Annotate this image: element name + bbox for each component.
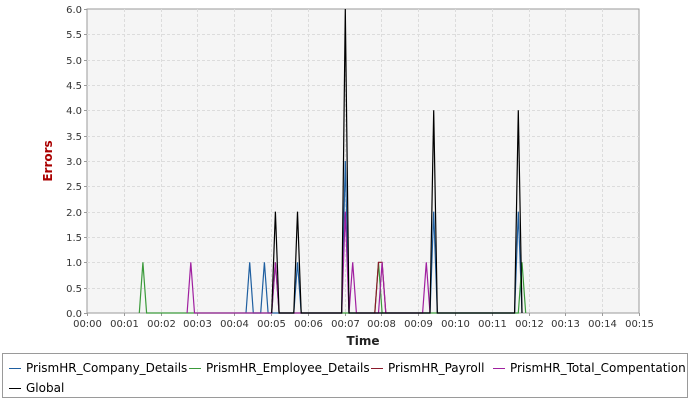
- y-tick-label: 0.0: [66, 309, 82, 320]
- x-axis-title: Time: [347, 334, 380, 348]
- x-tick-label: 00:09: [404, 319, 433, 330]
- x-tick-label: 00:06: [294, 319, 323, 330]
- y-tick-label: 6.0: [66, 5, 82, 16]
- x-tick-label: 00:07: [331, 319, 360, 330]
- x-tick-label: 00:11: [478, 319, 507, 330]
- legend-swatch-company-details: [9, 367, 21, 369]
- legend-label-company-details: PrismHR_Company_Details: [26, 361, 188, 375]
- y-tick-label: 5.5: [66, 30, 82, 41]
- y-tick-label: 4.0: [66, 106, 82, 117]
- legend-item-company-details: PrismHR_Company_Details: [9, 361, 187, 375]
- y-tick-label: 1.5: [66, 233, 82, 244]
- legend-item-payroll: PrismHR_Payroll: [371, 361, 484, 375]
- legend-item-global: Global: [9, 381, 64, 395]
- legend-swatch-total-compentation: [493, 367, 505, 369]
- x-tick-label: 00:03: [183, 319, 212, 330]
- legend-swatch-employee-details: [189, 367, 201, 369]
- y-tick-label: 5.0: [66, 56, 82, 67]
- x-tick-label: 00:12: [515, 319, 544, 330]
- y-axis-title: Errors: [41, 140, 55, 181]
- x-tick-label: 00:08: [367, 319, 396, 330]
- x-tick-label: 00:01: [110, 319, 139, 330]
- y-tick-label: 0.5: [66, 284, 82, 295]
- chart-svg: 00:00 00:01 00:02 00:03 00:04 00:05 00:06 00:07…: [41, 5, 654, 348]
- y-tick-label: 3.5: [66, 132, 82, 143]
- x-tick-label: 00:00: [73, 319, 102, 330]
- legend-label-total-compentation: PrismHR_Total_Compentation: [510, 361, 686, 375]
- legend-swatch-payroll: [371, 367, 383, 369]
- legend-label-employee-details: PrismHR_Employee_Details: [206, 361, 370, 375]
- legend-swatch-global: [9, 387, 21, 389]
- x-tick-label: 00:04: [220, 319, 249, 330]
- x-tick-label: 00:15: [625, 319, 654, 330]
- y-tick-label: 2.5: [66, 182, 82, 193]
- series-line-global: [271, 8, 523, 314]
- y-tick-label: 1.0: [66, 258, 82, 269]
- chart-legend: PrismHR_Company_Details PrismHR_Employee…: [2, 353, 688, 398]
- x-tick-label: 00:10: [441, 319, 470, 330]
- x-tick-label: 00:13: [551, 319, 580, 330]
- x-tick-label: 00:05: [257, 319, 286, 330]
- legend-label-global: Global: [26, 381, 65, 395]
- y-tick-label: 3.0: [66, 157, 82, 168]
- x-tick-label: 00:14: [588, 319, 617, 330]
- x-tick-label: 00:02: [147, 319, 176, 330]
- y-tick-label: 4.5: [66, 81, 82, 92]
- y-tick-label: 2.0: [66, 208, 82, 219]
- legend-item-total-compentation: PrismHR_Total_Compentation: [493, 361, 686, 375]
- legend-label-payroll: PrismHR_Payroll: [388, 361, 485, 375]
- legend-item-employee-details: PrismHR_Employee_Details: [189, 361, 370, 375]
